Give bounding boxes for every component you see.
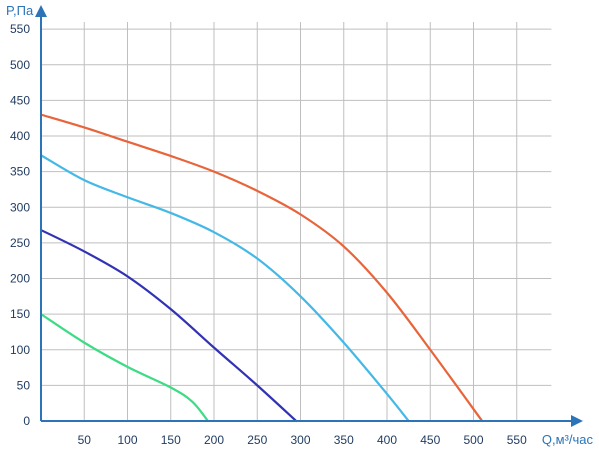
x-tick-label: 550 [507,433,527,447]
y-tick-label: 200 [10,272,30,286]
y-axis-title: P,Па [6,3,34,18]
y-tick-label: 300 [10,200,30,214]
x-tick-label: 100 [117,433,137,447]
x-tick-label: 150 [161,433,181,447]
y-tick-label: 500 [10,58,30,72]
y-tick-label: 400 [10,129,30,143]
tick-labels: 0 50 100 150 200 250 300 350 400 450 500 550 50 100 15… [6,3,593,447]
axes [35,5,583,427]
y-tick-label: 350 [10,165,30,179]
x-axis-title: Q,м³/час [542,432,594,447]
y-tick-label: 450 [10,93,30,107]
x-tick-label: 400 [377,433,397,447]
y-tick-label: 0 [23,414,30,428]
x-axis-arrow-icon [571,415,583,427]
x-tick-label: 300 [290,433,310,447]
series-line-2 [39,228,298,423]
x-tick-label: 350 [334,433,354,447]
x-tick-label: 450 [420,433,440,447]
x-tick-label: 250 [247,433,267,447]
x-tick-label: 50 [78,433,92,447]
y-tick-label: 50 [17,378,31,392]
y-tick-label: 150 [10,307,30,321]
y-tick-label: 100 [10,343,30,357]
series-layer [39,113,484,423]
x-tick-label: 500 [463,433,483,447]
y-axis-arrow-icon [35,5,47,17]
series-line-4 [39,113,484,423]
series-line-1 [39,313,210,423]
series-line-3 [39,154,410,423]
x-tick-label: 200 [204,433,224,447]
y-tick-label: 250 [10,236,30,250]
y-tick-label: 550 [10,22,30,36]
grid [41,22,552,421]
